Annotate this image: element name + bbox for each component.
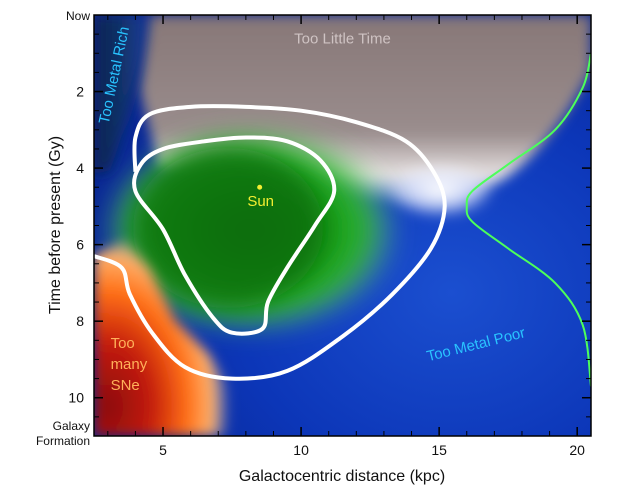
inner-contour	[132, 135, 337, 336]
y-tick-label: 2	[76, 84, 84, 100]
sun-marker: Sun	[247, 184, 274, 210]
x-tick-label: 5	[159, 442, 167, 458]
y-end-label: Now	[66, 9, 90, 23]
y-end-label-word: Now	[66, 9, 90, 23]
outer-contour	[94, 104, 447, 381]
y-axis-title: Time before present (Gy)	[47, 136, 64, 314]
sun-label: Sun	[247, 193, 274, 210]
y-tick-label: 10	[68, 390, 84, 406]
region-label-line: many	[111, 356, 148, 373]
y-tick-label: 6	[76, 237, 84, 253]
y-tick-label: 4	[76, 160, 84, 176]
x-tick-label: 20	[569, 442, 585, 458]
region-label-too_many_sne: Too many SNe	[111, 335, 148, 394]
axis-ticks: 5 10 15 20 2 4 6 8 10 Now Galaxy Formation	[36, 9, 591, 458]
region-label-line: SNe	[111, 377, 140, 394]
x-tick-label: 10	[293, 442, 309, 458]
x-tick-label: 15	[431, 442, 447, 458]
contour-lines	[94, 53, 591, 387]
plot-background	[94, 15, 591, 436]
sun-dot	[257, 184, 263, 190]
y-tick-label: 8	[76, 313, 84, 329]
region-label-too_little_time: Too Little Time	[294, 31, 391, 48]
region-label-line: Too	[111, 335, 135, 352]
too-metal-rich-region	[94, 15, 150, 175]
age-distribution-curve	[465, 53, 591, 387]
y-end-label: Galaxy Formation	[36, 419, 90, 448]
x-axis-title: Galactocentric distance (kpc)	[239, 468, 445, 485]
y-end-label-word: Formation	[36, 434, 90, 448]
y-end-label-word: Galaxy	[53, 419, 90, 433]
